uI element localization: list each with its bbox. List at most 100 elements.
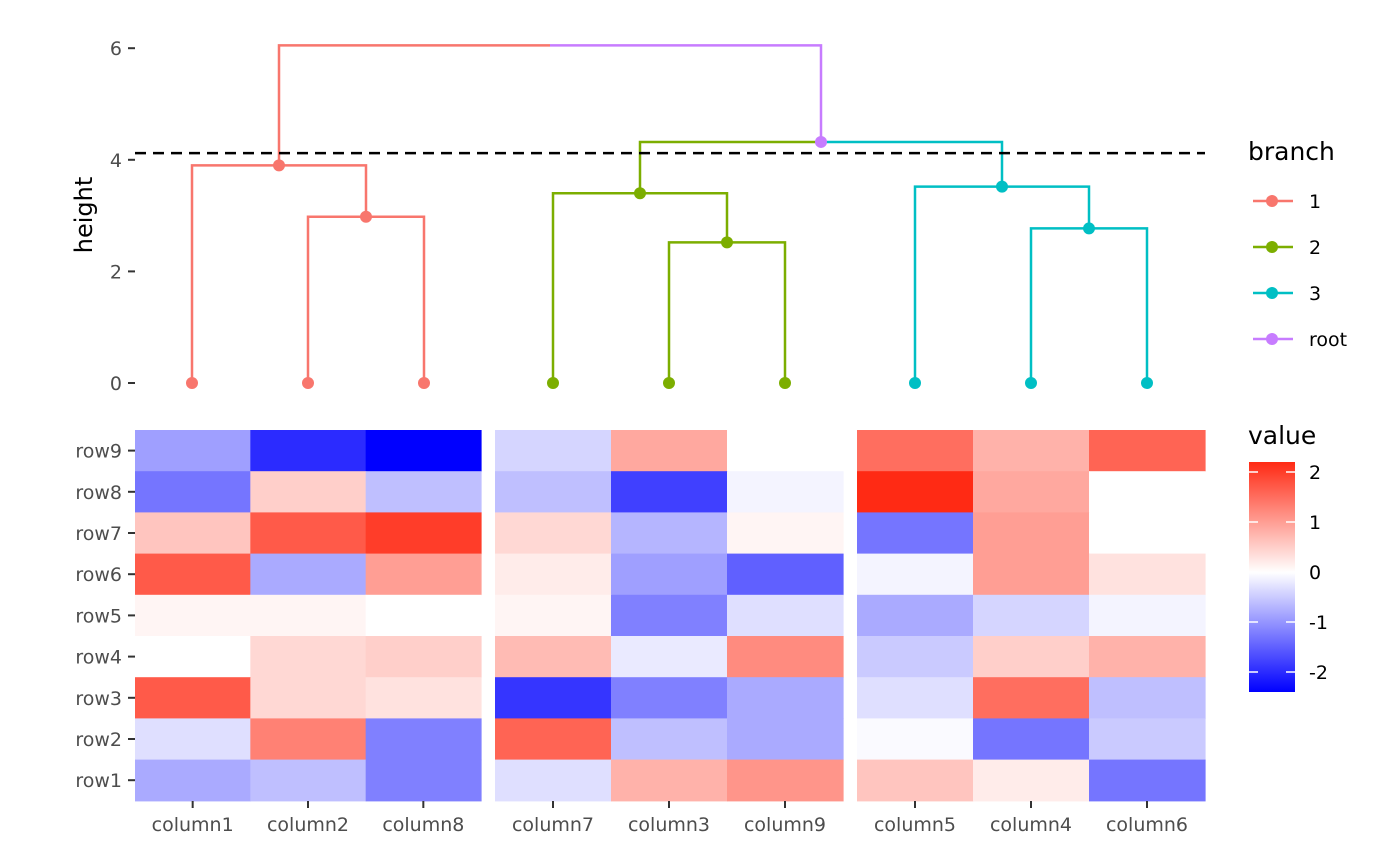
- dendrogram-node-point: [302, 377, 314, 389]
- branch-legend-label: 1: [1309, 191, 1321, 213]
- dendrogram-link: [277, 44, 550, 166]
- dendrogram-link: [821, 140, 1004, 187]
- heatmap-cell: [611, 512, 728, 555]
- heatmap-row-label: row4: [75, 647, 122, 669]
- dendrogram-node-point: [360, 210, 372, 223]
- heatmap-cell: [727, 594, 844, 637]
- heatmap-row-label: row6: [75, 564, 122, 586]
- dendrogram-link: [1029, 227, 1089, 383]
- heatmap-cell: [727, 471, 844, 513]
- dendrogram-link: [551, 192, 640, 383]
- heatmap-cell: [973, 636, 1090, 678]
- heatmap-cell: [495, 677, 612, 719]
- dendrogram-y-tick-label: 4: [110, 150, 122, 172]
- heatmap-cell: [135, 677, 251, 719]
- dendrogram-link: [667, 241, 727, 383]
- heatmap-cell: [135, 471, 251, 513]
- value-legend-tick-label: -2: [1309, 662, 1328, 684]
- heatmap-cell: [1089, 553, 1206, 596]
- dendrogram-y-tick-label: 2: [110, 261, 122, 283]
- value-legend-title: value: [1248, 421, 1316, 450]
- heatmap-cell: [365, 512, 482, 555]
- dendrogram-y-tick-label: 0: [110, 373, 122, 395]
- dendrogram-y-axis: 0 2 4 6: [110, 38, 135, 395]
- dendrogram-link: [638, 140, 821, 194]
- heatmap-cell: [495, 471, 612, 513]
- heatmap-cell: [365, 594, 482, 637]
- dendrogram-node-point: [1025, 377, 1037, 389]
- heatmap-cell: [250, 636, 367, 678]
- heatmap-cell: [727, 430, 844, 472]
- heatmap-row-label: row2: [75, 729, 122, 751]
- heatmap-cell: [135, 759, 251, 802]
- value-legend-tick-label: -1: [1309, 612, 1328, 634]
- branch-legend-label: 3: [1309, 283, 1321, 305]
- heatmap-panel: row9 row8 row7 row6 row5 row4 row3 row2 row1 col…: [75, 430, 1206, 836]
- heatmap-cell: [1089, 512, 1206, 555]
- heatmap-cell: [250, 759, 367, 802]
- heatmap-column-label: column8: [382, 814, 464, 836]
- dendrogram-panel: height 0 2 4 6: [70, 38, 1205, 395]
- heatmap-cells: [135, 430, 1206, 802]
- value-legend-tick-label: 2: [1309, 462, 1321, 484]
- heatmap-column-label: column4: [990, 814, 1072, 836]
- heatmap-cell: [1089, 636, 1206, 678]
- heatmap-cell: [495, 512, 612, 555]
- branch-legend-key-point: [1266, 195, 1278, 207]
- heatmap-cell: [250, 553, 367, 596]
- heatmap-column-label: column6: [1106, 814, 1188, 836]
- heatmap-column-label: column1: [152, 814, 234, 836]
- heatmap-row-label: row3: [75, 688, 122, 710]
- dendrogram-node-point: [909, 377, 921, 389]
- heatmap-cell: [857, 677, 974, 719]
- heatmap-cell: [250, 718, 367, 761]
- heatmap-cell: [365, 430, 482, 472]
- dendrogram-y-axis-title: height: [70, 177, 98, 254]
- heatmap-row-label: row5: [75, 605, 122, 627]
- heatmap-row-label: row1: [75, 770, 122, 792]
- value-legend-tick-label: 0: [1309, 562, 1321, 584]
- heatmap-row-labels: row9 row8 row7 row6 row5 row4 row3 row2 row1: [75, 441, 135, 792]
- heatmap-cell: [1089, 594, 1206, 637]
- heatmap-cell: [857, 718, 974, 761]
- heatmap-cell: [611, 471, 728, 513]
- heatmap-cell: [135, 594, 251, 637]
- dendrogram-node-point: [186, 377, 198, 389]
- heatmap-cell: [1089, 718, 1206, 761]
- dendrogram-links: [190, 44, 1149, 383]
- dendrogram-y-tick-label: 6: [110, 38, 122, 60]
- dendrogram-link: [306, 215, 366, 383]
- dendrogram-node-point: [663, 377, 675, 389]
- heatmap-cell: [727, 718, 844, 761]
- heatmap-cell: [1089, 759, 1206, 802]
- heatmap-cell: [727, 677, 844, 719]
- dendrogram-link: [279, 164, 368, 217]
- heatmap-cell: [365, 553, 482, 596]
- heatmap-cell: [611, 718, 728, 761]
- heatmap-cell: [135, 718, 251, 761]
- heatmap-cell: [495, 636, 612, 678]
- dendrogram-node-point: [273, 159, 285, 172]
- dendrogram-link: [640, 192, 729, 243]
- dendrogram-node-point: [418, 377, 430, 389]
- dendrogram-node-point: [996, 180, 1008, 193]
- heatmap-cell: [973, 594, 1090, 637]
- heatmap-column-label: column5: [874, 814, 956, 836]
- dendrogram-node-point: [1141, 377, 1153, 389]
- heatmap-cell: [365, 636, 482, 678]
- heatmap-cell: [857, 636, 974, 678]
- value-legend-tick-label: 1: [1309, 512, 1321, 534]
- branch-legend-key-point: [1266, 287, 1278, 299]
- heatmap-cell: [365, 677, 482, 719]
- heatmap-cell: [495, 594, 612, 637]
- value-colorbar: [1249, 462, 1295, 692]
- heatmap-cell: [857, 512, 974, 555]
- heatmap-cell: [495, 759, 612, 802]
- dendrogram-node-point: [547, 377, 559, 389]
- dendrogram-node-point: [1083, 222, 1095, 235]
- heatmap-cell: [611, 759, 728, 802]
- heatmap-cell: [611, 636, 728, 678]
- dendrogram-node-point: [721, 236, 733, 249]
- heatmap-cell: [973, 430, 1090, 472]
- heatmap-column-label: column3: [628, 814, 710, 836]
